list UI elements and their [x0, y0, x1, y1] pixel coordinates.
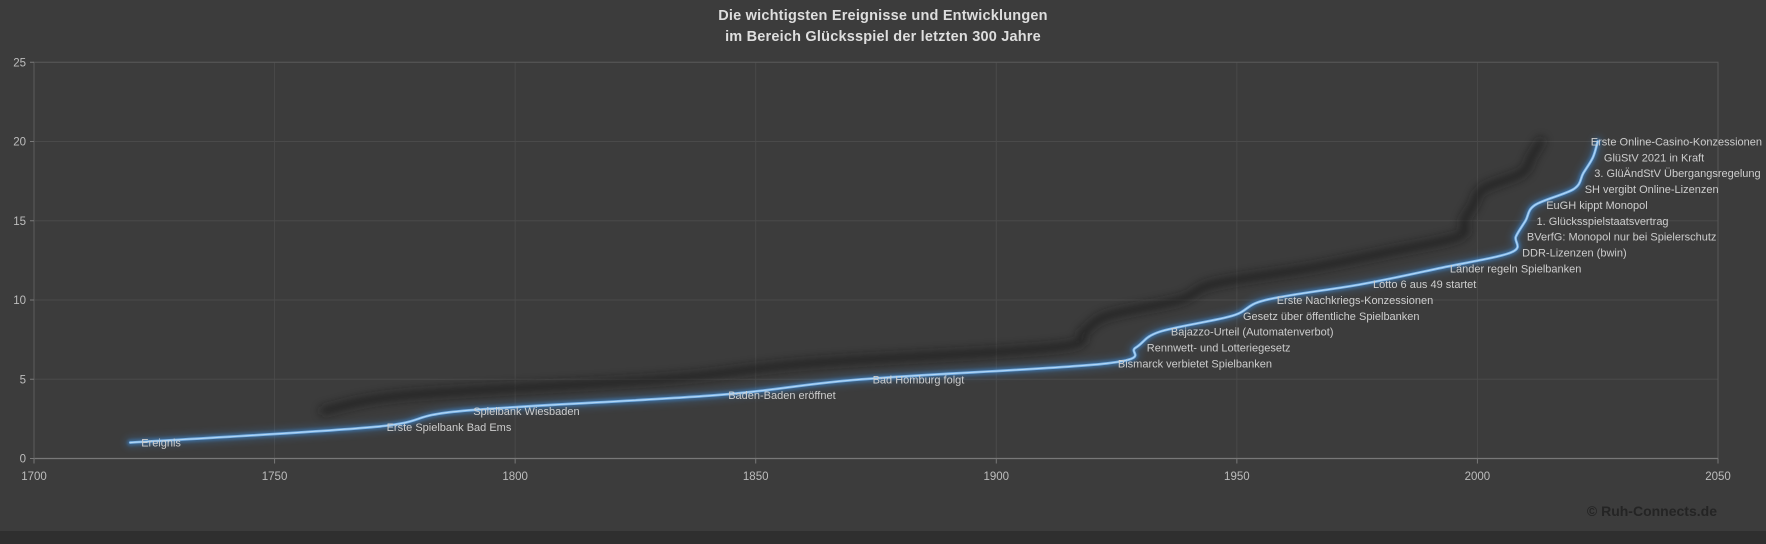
y-axis-tick-label: 25	[13, 57, 26, 69]
x-axis-tick-label: 1700	[21, 471, 47, 483]
x-axis-tick-label: 1850	[743, 471, 769, 483]
page-title: Die wichtigsten Ereignisse und Entwicklu…	[0, 6, 1766, 48]
data-point-label: Baden-Baden eröffnet	[728, 390, 835, 402]
data-point-label: Bismarck verbietet Spielbanken	[1118, 358, 1272, 370]
y-axis-tick-label: 15	[13, 216, 26, 228]
copyright-text: © Ruh-Connects.de	[1586, 503, 1717, 519]
data-point-label: DDR-Lizenzen (bwin)	[1522, 247, 1627, 259]
data-point-label: GlüStV 2021 in Kraft	[1604, 152, 1704, 164]
y-axis-tick-label: 0	[20, 454, 26, 466]
bottom-strip	[0, 531, 1766, 544]
x-axis-tick-label: 2050	[1705, 471, 1731, 483]
data-labels: Ereignis Erste Spielbank Bad Ems Spielbank…	[141, 137, 1762, 450]
x-axis-tick-label: 1750	[262, 471, 288, 483]
data-point-label: EuGH kippt Monopol	[1546, 200, 1648, 212]
event-line-group	[124, 135, 1604, 449]
x-axis-tick-label: 1800	[502, 471, 528, 483]
event-line-glow-outer	[124, 135, 1604, 449]
page-title-line1: Die wichtigsten Ereignisse und Entwicklu…	[718, 8, 1048, 24]
data-point-label: Bad Homburg folgt	[873, 374, 965, 386]
data-point-label: Rennwett- und Lotteriegesetz	[1147, 343, 1291, 355]
data-point-label: Länder regeln Spielbanken	[1450, 263, 1582, 275]
page-title-line2: im Bereich Glücksspiel der letzten 300 J…	[725, 29, 1041, 45]
y-axis-tick-label: 5	[20, 374, 26, 386]
y-axis-tick-label: 10	[13, 295, 26, 307]
tick-labels: 1700 1750 1800 1850 1900 1950 2000 2050 0 5 10 15 20…	[13, 57, 1731, 483]
data-point-label: Spielbank Wiesbaden	[473, 406, 579, 418]
data-point-label: BVerfG: Monopol nur bei Spielerschutz	[1527, 232, 1717, 244]
data-point-label: Bajazzo-Urteil (Automatenverbot)	[1171, 327, 1334, 339]
axes	[30, 61, 1719, 464]
event-line-shadow	[319, 136, 1546, 416]
data-point-label: Erste Nachkriegs-Konzessionen	[1277, 295, 1434, 307]
x-axis-tick-label: 2000	[1465, 471, 1491, 483]
event-line-glow-inner	[126, 138, 1601, 446]
data-point-label: Erste Spielbank Bad Ems	[387, 422, 512, 434]
data-point-label: Lotto 6 aus 49 startet	[1373, 279, 1476, 291]
data-point-label: Erste Online-Casino-Konzessionen	[1591, 137, 1762, 149]
x-axis-tick-label: 1900	[983, 471, 1009, 483]
x-axis-tick-label: 1950	[1224, 471, 1250, 483]
data-point-label: 3. GlüÄndStV Übergangsregelung	[1594, 168, 1760, 180]
event-line	[128, 140, 1599, 444]
data-point-label: 1. Glücksspielstaatsvertrag	[1537, 216, 1669, 228]
event-line-core	[129, 141, 1599, 444]
data-point-label: Gesetz über öffentliche Spielbanken	[1243, 311, 1420, 323]
y-axis-tick-label: 20	[13, 137, 26, 149]
data-point-label: SH vergibt Online-Lizenzen	[1585, 184, 1719, 196]
data-point-label: Ereignis	[141, 438, 181, 450]
